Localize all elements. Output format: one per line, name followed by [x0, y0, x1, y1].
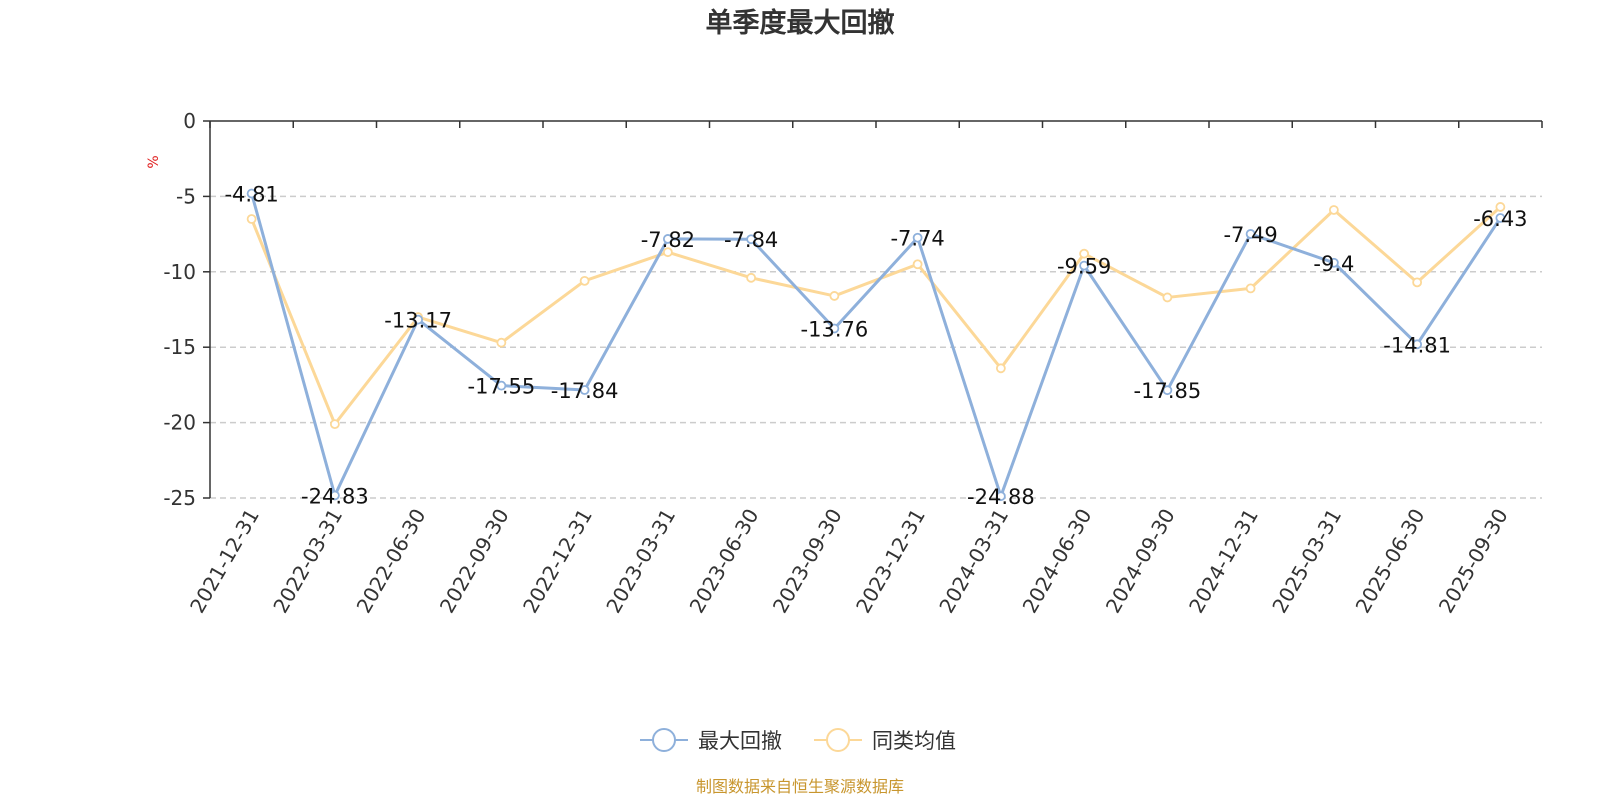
data-point: [1162, 292, 1173, 303]
data-point: [829, 291, 840, 301]
data-point: [496, 380, 507, 391]
source-note: 制图数据来自恒生聚源数据库: [696, 777, 904, 796]
data-point: [329, 490, 340, 501]
data-point: [746, 234, 757, 245]
x-tick-label: 2024-09-30: [1101, 505, 1180, 618]
legend-item[interactable]: 同类均值: [814, 728, 956, 753]
data-point: [1495, 213, 1506, 223]
x-tick-label: 2025-06-30: [1351, 505, 1430, 618]
data-point: [1412, 277, 1423, 288]
data-label: -4.81: [224, 183, 278, 207]
x-tick-label: 2022-12-31: [518, 505, 597, 618]
data-point: [1245, 229, 1256, 239]
data-point: [1245, 283, 1256, 294]
data-label: -24.83: [301, 484, 369, 508]
data-label: -9.4: [1313, 252, 1354, 276]
y-axis-unit-label: %: [146, 155, 162, 168]
chart-title: 单季度最大回撤: [706, 7, 895, 39]
data-label: -7.82: [641, 228, 695, 252]
data-point: [746, 272, 757, 283]
x-tick-label: 2025-03-31: [1267, 505, 1346, 618]
x-tick-label: 2022-09-30: [435, 505, 514, 618]
legend[interactable]: 最大回撤 同类均值: [640, 728, 956, 753]
data-point: [246, 188, 257, 199]
y-tick-label: -10: [163, 260, 196, 284]
y-tick-label: -20: [163, 411, 196, 435]
data-label: -13.17: [384, 309, 452, 333]
data-label: -7.49: [1223, 223, 1277, 247]
data-label: -13.76: [801, 318, 869, 342]
data-label: -6.43: [1473, 207, 1527, 231]
data-point: [496, 337, 507, 348]
x-tick-label: 2023-03-31: [601, 505, 680, 618]
data-labels: -4.81 -24.83 -13.17 -17.55 -17.84 -7.82 -7.84 -…: [224, 183, 1527, 510]
legend-swatch-marker: [652, 728, 676, 752]
data-point: [329, 419, 340, 430]
y-tick-label: -15: [163, 335, 196, 359]
legend-item[interactable]: 最大回撤: [640, 728, 782, 753]
data-point: [1412, 339, 1423, 350]
data-point: [413, 314, 424, 325]
legend-label: 同类均值: [872, 729, 956, 753]
data-point: [912, 232, 923, 243]
data-label: -7.84: [724, 228, 778, 252]
x-tick-label: 2023-09-30: [768, 505, 847, 618]
x-tick-label: 2023-06-30: [685, 505, 764, 618]
data-point: [1162, 385, 1173, 396]
x-tick-label: 2023-12-31: [851, 505, 930, 618]
data-label: -9.59: [1057, 255, 1111, 279]
y-tick-label: -5: [176, 184, 196, 208]
data-point: [912, 259, 923, 270]
data-point: [1328, 257, 1339, 268]
data-label: -14.81: [1383, 333, 1451, 357]
series-lines: [246, 188, 1506, 502]
series-line: [250, 193, 1502, 498]
x-tick-label: 2022-03-31: [268, 505, 347, 618]
data-point: [1495, 202, 1506, 212]
data-point: [1328, 205, 1339, 215]
data-point: [579, 275, 590, 286]
y-tick-label: -25: [163, 486, 196, 510]
data-label: -17.85: [1134, 379, 1202, 403]
data-point: [579, 385, 590, 395]
data-point: [995, 491, 1006, 502]
data-label: -17.84: [551, 379, 619, 403]
data-label: -7.74: [890, 227, 944, 251]
data-point: [662, 234, 673, 244]
data-label: -17.55: [468, 375, 536, 399]
data-point: [995, 363, 1006, 374]
x-tick-label: 2024-06-30: [1018, 505, 1097, 618]
data-label: -24.88: [967, 485, 1035, 509]
data-point: [662, 247, 673, 258]
x-tick-label: 2025-09-30: [1434, 505, 1513, 618]
x-tick-label: 2024-12-31: [1184, 505, 1263, 618]
data-point: [1079, 260, 1090, 271]
legend-swatch-marker: [826, 728, 850, 752]
x-tick-label: 2022-06-30: [352, 505, 431, 618]
data-point: [1079, 248, 1090, 259]
legend-label: 最大回撤: [698, 729, 782, 753]
data-point: [829, 323, 840, 334]
x-tick-label: 2021-12-31: [185, 505, 264, 618]
y-tick-label: 0: [183, 109, 196, 133]
grid-lines: [210, 195, 1542, 499]
x-tick-label: 2024-03-31: [934, 505, 1013, 618]
data-point: [246, 214, 257, 224]
